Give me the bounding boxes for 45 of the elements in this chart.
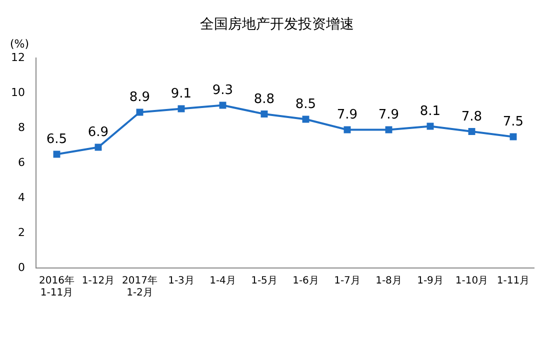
data-label: 7.9 (336, 108, 358, 123)
point (260, 110, 268, 118)
y-tick-label: 8 (18, 120, 25, 134)
point (426, 122, 434, 130)
y-tick-label: 2 (18, 226, 25, 239)
point (385, 126, 392, 134)
data-label: 9.1 (170, 86, 192, 102)
y-tick-label: 6 (18, 156, 25, 169)
point (468, 128, 476, 135)
point (510, 133, 517, 140)
data-label: 7.8 (461, 109, 482, 124)
point (344, 126, 351, 134)
x-tick-label: 1-8月 (376, 276, 402, 287)
x-tick-label: 1-3月 (168, 276, 194, 287)
data-label: 8.1 (420, 104, 441, 120)
data-label: 8.8 (254, 92, 275, 107)
point (219, 102, 226, 109)
point (94, 144, 102, 151)
y-tick-label: 0 (18, 260, 25, 274)
y-tick-label: 10 (10, 86, 25, 99)
x-tick-label: 1-5月 (251, 276, 278, 287)
x-tick-label: 1-10月 (455, 276, 488, 287)
data-label: 9.3 (212, 83, 234, 98)
point (53, 150, 60, 158)
y-axis-title: (%) (10, 37, 30, 50)
y-tick-label: 12 (10, 50, 25, 64)
point (136, 108, 144, 116)
data-label: 7.5 (502, 114, 524, 130)
y-tick-label: 4 (18, 190, 25, 204)
point (302, 116, 310, 123)
x-tick-label: 1-7月 (334, 276, 360, 287)
x-tick-label: 1-11月 (496, 276, 530, 287)
x-tick-label: 2016年 1-11月 (39, 274, 74, 299)
x-tick-label: 1-9月 (417, 276, 444, 287)
data-label: 8.5 (295, 97, 316, 112)
point (178, 105, 185, 112)
x-tick-label: 2017年 1-2月 (122, 274, 158, 299)
x-tick-label: 1-4月 (210, 276, 236, 287)
data-label: 6.9 (88, 125, 109, 140)
data-label: 7.9 (378, 108, 400, 123)
x-tick-label: 1-12月 (82, 276, 115, 287)
chart-title: 全国房地产开发投资增速 (200, 16, 354, 33)
data-label: 6.5 (46, 132, 68, 148)
x-tick-label: 1-6月 (292, 276, 319, 287)
data-label: 8.9 (129, 90, 150, 106)
